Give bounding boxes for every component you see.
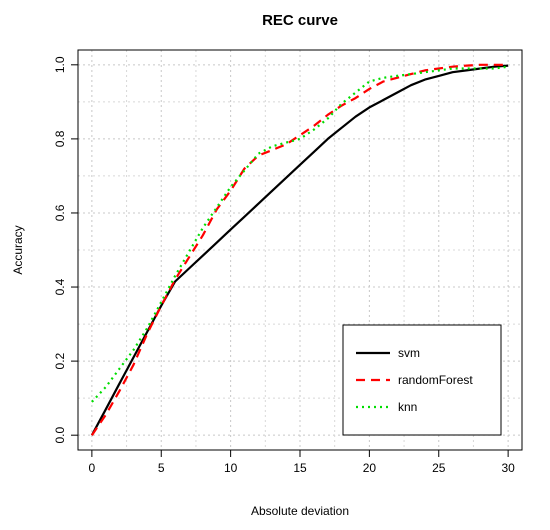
- y-tick-label: 0.4: [53, 278, 67, 295]
- legend-box: [342, 324, 502, 436]
- x-tick-label: 10: [224, 461, 238, 475]
- chart-title: REC curve: [262, 12, 338, 29]
- legend: svm randomForest knn: [342, 324, 502, 436]
- legend-label-knn: knn: [398, 400, 417, 414]
- y-tick-label: 0.6: [53, 204, 67, 221]
- x-tick-label: 5: [158, 461, 165, 475]
- y-tick-label: 1.0: [53, 56, 67, 73]
- x-tick-label: 0: [89, 461, 96, 475]
- y-axis-label: Accuracy: [11, 225, 25, 274]
- legend-label-svm: svm: [398, 346, 420, 360]
- x-tick-label: 25: [432, 461, 446, 475]
- legend-label-randomForest: randomForest: [398, 373, 473, 387]
- series-line-knn: [91, 65, 509, 403]
- series-layer: [90, 63, 509, 436]
- y-tick-label: 0.8: [53, 130, 67, 147]
- series-line-randomForest: [90, 63, 509, 436]
- y-axis: 0.0 0.2 0.4 0.6 0.8 1.0: [53, 56, 78, 444]
- x-axis-label: Absolute deviation: [251, 504, 349, 518]
- series-line-svm: [90, 64, 509, 436]
- y-tick-label: 0.0: [53, 427, 67, 444]
- x-tick-label: 15: [293, 461, 307, 475]
- y-tick-label: 0.2: [53, 352, 67, 369]
- x-tick-label: 20: [363, 461, 377, 475]
- x-axis: 0 5 10 15 20 25 30: [89, 449, 515, 475]
- x-tick-label: 30: [501, 461, 515, 475]
